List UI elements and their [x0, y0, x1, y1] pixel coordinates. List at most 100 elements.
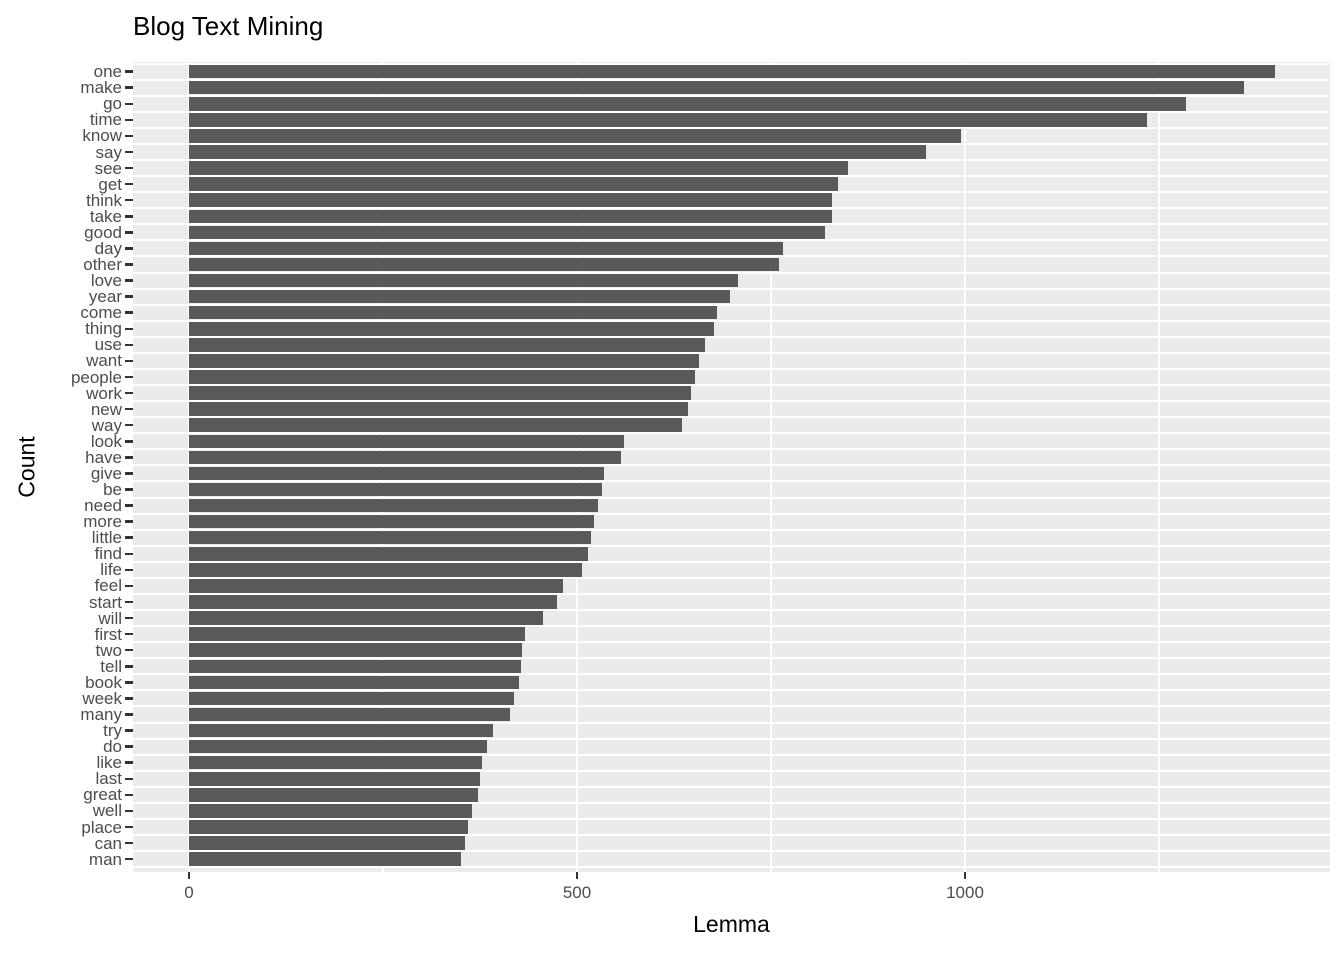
- y-tick-mark: [125, 359, 133, 363]
- y-tick-label: love: [90, 271, 122, 291]
- y-tick-label: place: [81, 817, 122, 837]
- y-tick-label: say: [95, 142, 122, 162]
- bar: [189, 820, 469, 834]
- y-tick-label: many: [80, 705, 122, 724]
- bar: [189, 707, 511, 722]
- bar: [189, 80, 1245, 95]
- y-tick-label: give: [90, 463, 122, 483]
- row-separator: [133, 512, 1330, 515]
- y-tick-mark: [125, 391, 133, 395]
- y-tick-mark: [125, 407, 133, 411]
- y-tick-label: little: [91, 528, 122, 548]
- row-separator: [133, 191, 1330, 194]
- bar: [189, 530, 591, 545]
- plot-panel: [133, 62, 1330, 872]
- y-tick-mark: [125, 198, 133, 202]
- bar: [189, 836, 466, 850]
- gridline-major: [964, 62, 966, 872]
- y-tick-mark: [125, 472, 133, 475]
- y-tick-label: go: [103, 94, 122, 114]
- x-tick-mark: [575, 872, 579, 879]
- y-tick-mark: [125, 456, 133, 459]
- row-separator: [133, 785, 1330, 788]
- gridline-minor: [770, 62, 772, 872]
- y-tick-label: way: [91, 415, 122, 435]
- bar: [189, 113, 1148, 127]
- row-separator: [133, 464, 1330, 467]
- bar: [189, 579, 564, 593]
- y-tick-label: more: [83, 512, 122, 532]
- row-separator: [133, 335, 1330, 338]
- bar: [189, 755, 483, 770]
- y-tick-mark: [125, 375, 133, 379]
- bar: [189, 257, 779, 272]
- bar: [189, 209, 832, 224]
- row-separator: [133, 528, 1330, 531]
- bar: [189, 482, 602, 497]
- y-tick-label: see: [94, 158, 122, 178]
- bar: [189, 97, 1187, 111]
- bar: [189, 788, 479, 802]
- y-tick-mark: [125, 793, 133, 797]
- y-tick-mark: [125, 632, 133, 636]
- y-tick-label: be: [103, 480, 122, 499]
- y-tick-mark: [125, 761, 133, 764]
- y-tick-mark: [125, 263, 133, 266]
- bar: [189, 386, 692, 400]
- y-tick-mark: [125, 247, 133, 250]
- y-tick-label: know: [82, 126, 122, 146]
- y-tick-mark: [125, 665, 133, 668]
- row-separator: [133, 592, 1330, 595]
- bar: [189, 643, 522, 657]
- y-tick-mark: [125, 102, 133, 106]
- y-tick-mark: [125, 729, 133, 732]
- y-tick-mark: [125, 86, 133, 89]
- bar: [189, 289, 730, 304]
- y-tick-label: get: [98, 174, 122, 194]
- y-tick-mark: [125, 745, 133, 748]
- y-tick-label: start: [88, 592, 122, 612]
- row-separator: [133, 432, 1330, 435]
- row-separator: [133, 657, 1330, 660]
- row-separator: [133, 576, 1330, 579]
- y-tick-label: take: [89, 206, 122, 226]
- y-tick-label: have: [85, 447, 122, 467]
- y-tick-mark: [125, 648, 133, 652]
- y-tick-mark: [125, 841, 133, 845]
- bar: [189, 659, 522, 674]
- y-tick-mark: [125, 697, 133, 700]
- chart-title: Blog Text Mining: [133, 11, 324, 41]
- y-tick-mark: [125, 440, 133, 443]
- y-tick-mark: [125, 681, 133, 684]
- y-tick-label: well: [92, 801, 122, 821]
- y-tick-mark: [125, 215, 133, 218]
- bar: [189, 498, 598, 513]
- bar: [189, 322, 714, 336]
- row-separator: [133, 866, 1330, 869]
- bar: [189, 402, 688, 416]
- y-tick-mark: [125, 423, 133, 427]
- y-tick-label: look: [90, 431, 122, 451]
- y-tick-mark: [125, 568, 133, 572]
- row-separator: [133, 255, 1330, 258]
- row-separator: [133, 850, 1330, 853]
- y-tick-label: like: [96, 753, 122, 773]
- y-tick-label: last: [95, 769, 122, 789]
- row-separator: [133, 641, 1330, 644]
- row-separator: [133, 560, 1330, 563]
- row-separator: [133, 142, 1330, 145]
- y-tick-mark: [125, 600, 133, 604]
- bar: [189, 547, 588, 561]
- row-separator: [133, 817, 1330, 820]
- row-separator: [133, 496, 1330, 499]
- y-tick-label: day: [94, 238, 122, 258]
- y-tick-label: try: [103, 721, 122, 741]
- bar: [189, 129, 962, 143]
- bar: [189, 370, 695, 384]
- y-tick-mark: [125, 809, 133, 813]
- y-tick-label: good: [84, 222, 122, 242]
- y-tick-mark: [125, 150, 133, 154]
- bar: [189, 611, 543, 625]
- y-tick-label: feel: [94, 576, 122, 596]
